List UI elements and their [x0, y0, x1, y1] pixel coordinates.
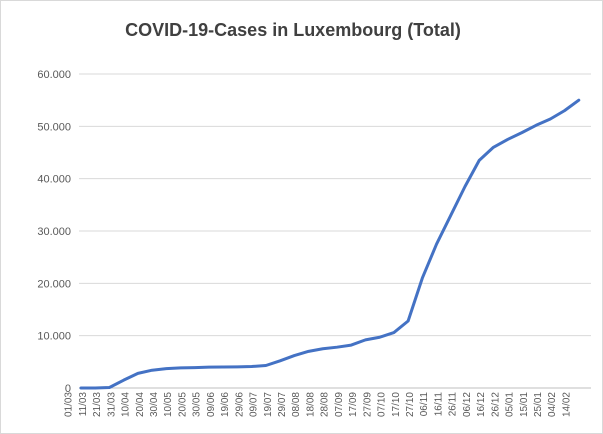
x-tick-label: 19/07: [263, 392, 274, 417]
x-tick-label: 16/11: [433, 392, 444, 417]
x-tick-label: 09/07: [249, 392, 260, 417]
y-tick-label: 20.000: [37, 278, 71, 290]
x-tick-label: 06/11: [419, 392, 430, 417]
x-tick-label: 05/01: [505, 392, 516, 417]
gridlines: [79, 73, 591, 337]
x-tick-label: 07/10: [377, 392, 388, 417]
y-tick-label: 60.000: [37, 69, 71, 81]
x-axis-ticks: 01/03 11/03 21/03 31/03 10/04 20/04 30/04 10/05…: [64, 392, 573, 417]
x-tick-label: 14/02: [561, 392, 572, 417]
x-tick-label: 08/08: [291, 392, 302, 417]
x-tick-label: 09/06: [206, 392, 217, 417]
x-tick-label: 29/06: [234, 392, 245, 417]
x-tick-label: 21/03: [92, 392, 103, 417]
x-tick-label: 19/06: [220, 392, 231, 417]
x-tick-label: 10/05: [163, 392, 174, 417]
y-tick-label: 40.000: [37, 174, 71, 186]
x-tick-label: 17/10: [391, 392, 402, 417]
x-tick-label: 26/12: [490, 392, 501, 417]
x-tick-label: 27/10: [405, 392, 416, 417]
x-tick-label: 07/09: [334, 392, 345, 417]
x-tick-label: 27/09: [362, 392, 373, 417]
chart-title: COVID-19-Cases in Luxembourg (Total): [125, 20, 461, 40]
x-tick-label: 04/02: [547, 392, 558, 417]
x-tick-label: 16/12: [476, 392, 487, 417]
y-tick-label: 0: [65, 383, 71, 395]
x-tick-label: 26/11: [448, 392, 459, 417]
x-tick-label: 30/05: [192, 392, 203, 417]
x-tick-label: 20/04: [135, 392, 146, 417]
y-tick-label: 30.000: [37, 226, 71, 238]
x-tick-label: 29/07: [277, 392, 288, 417]
series-line-cases: [79, 98, 581, 390]
x-tick-label: 30/04: [149, 392, 160, 417]
x-tick-label: 25/01: [533, 392, 544, 417]
x-tick-label: 01/03: [64, 392, 75, 417]
y-tick-label: 10.000: [37, 331, 71, 343]
x-tick-label: 31/03: [106, 392, 117, 417]
x-tick-label: 11/03: [78, 392, 89, 417]
x-tick-label: 28/08: [320, 392, 331, 417]
x-tick-label: 15/01: [519, 392, 530, 417]
y-axis-ticks: 0 10.000 20.000 30.000 40.000 50.000 60.000: [37, 69, 71, 395]
x-tick-label: 06/12: [462, 392, 473, 417]
x-tick-label: 17/09: [348, 392, 359, 417]
y-tick-label: 50.000: [37, 121, 71, 133]
x-tick-label: 10/04: [121, 392, 132, 417]
x-tick-label: 20/05: [177, 392, 188, 417]
x-tick-label: 18/08: [305, 392, 316, 417]
